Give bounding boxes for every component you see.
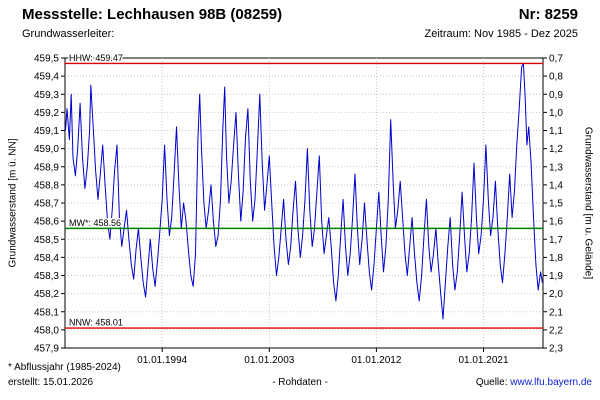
right-tick-label: 0,7 bbox=[549, 54, 563, 65]
left-tick-label: 457,9 bbox=[34, 344, 59, 355]
station-number: Nr: 8259 bbox=[518, 6, 578, 23]
refline-label-nnw: NNW: 458.01 bbox=[69, 318, 123, 328]
left-tick-label: 459,4 bbox=[34, 72, 59, 83]
left-tick-label: 458,8 bbox=[34, 180, 59, 191]
left-tick-label: 458,0 bbox=[34, 325, 59, 336]
left-tick-label: 459,3 bbox=[34, 90, 59, 101]
right-tick-label: 1,2 bbox=[549, 144, 563, 155]
series-line-rohdaten bbox=[65, 62, 543, 320]
right-tick-label: 2,0 bbox=[549, 289, 563, 300]
right-tick-label: 1,1 bbox=[549, 126, 563, 137]
left-tick-label: 459,1 bbox=[34, 126, 59, 137]
right-tick-label: 1,9 bbox=[549, 271, 563, 282]
x-tick-label: 01.01.2003 bbox=[244, 355, 294, 366]
right-tick-label: 1,5 bbox=[549, 199, 563, 210]
right-tick-label: 1,3 bbox=[549, 162, 563, 173]
x-tick-label: 01.01.2012 bbox=[351, 355, 401, 366]
refline-label-mw: MW*: 458.56 bbox=[69, 218, 121, 228]
source-link[interactable]: www.lfu.bayern.de bbox=[510, 377, 592, 388]
created-date: erstellt: 15.01.2026 bbox=[8, 377, 94, 388]
left-tick-label: 458,6 bbox=[34, 217, 59, 228]
left-tick-label: 458,1 bbox=[34, 307, 59, 318]
right-tick-label: 1,6 bbox=[549, 217, 563, 228]
x-tick-label: 01.01.2021 bbox=[458, 355, 508, 366]
left-tick-label: 458,9 bbox=[34, 162, 59, 173]
right-tick-label: 0,9 bbox=[549, 90, 563, 101]
x-tick-label: 01.01.1994 bbox=[137, 355, 187, 366]
source-label: Quelle: bbox=[475, 377, 508, 388]
left-tick-label: 459,2 bbox=[34, 108, 59, 119]
right-tick-label: 0,8 bbox=[549, 72, 563, 83]
right-tick-label: 2,1 bbox=[549, 307, 563, 318]
footnote-abflussjahr: * Abflussjahr (1985-2024) bbox=[8, 362, 121, 373]
left-tick-label: 458,2 bbox=[34, 289, 59, 300]
plot-border bbox=[64, 57, 544, 349]
right-tick-label: 2,3 bbox=[549, 344, 563, 355]
page-title: Messstelle: Lechhausen 98B (08259) bbox=[22, 6, 283, 23]
right-tick-label: 1,7 bbox=[549, 235, 563, 246]
left-tick-label: 458,3 bbox=[34, 271, 59, 282]
aquifer-label: Grundwasserleiter: bbox=[22, 28, 115, 40]
right-tick-label: 1,0 bbox=[549, 108, 563, 119]
left-tick-label: 459,0 bbox=[34, 144, 59, 155]
right-tick-label: 2,2 bbox=[549, 325, 563, 336]
left-tick-label: 458,4 bbox=[34, 253, 59, 264]
right-tick-label: 1,4 bbox=[549, 180, 563, 191]
left-tick-label: 458,5 bbox=[34, 235, 59, 246]
left-tick-label: 458,7 bbox=[34, 199, 59, 210]
refline-label-hhw: HHW: 459.47 bbox=[69, 53, 123, 63]
left-tick-label: 459,5 bbox=[34, 54, 59, 65]
data-type-label: - Rohdaten - bbox=[272, 377, 328, 388]
right-tick-label: 1,8 bbox=[549, 253, 563, 264]
source: Quelle: www.lfu.bayern.de bbox=[476, 377, 592, 388]
period-label: Zeitraum: Nov 1985 - Dez 2025 bbox=[424, 28, 578, 40]
